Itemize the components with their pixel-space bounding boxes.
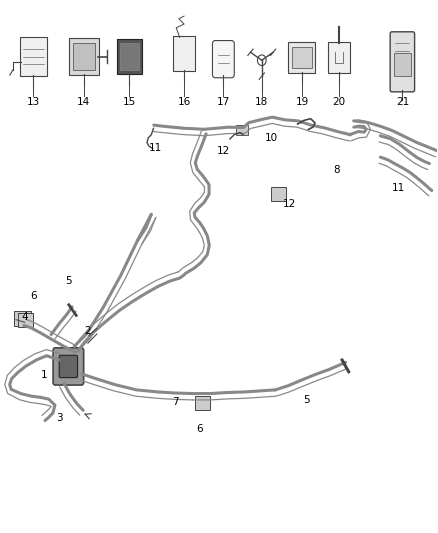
- Text: 1: 1: [41, 370, 48, 381]
- Text: 16: 16: [177, 96, 191, 107]
- Text: 17: 17: [217, 96, 230, 107]
- FancyBboxPatch shape: [292, 47, 311, 68]
- FancyBboxPatch shape: [288, 42, 315, 73]
- Text: 12: 12: [283, 199, 297, 209]
- Text: 11: 11: [392, 183, 405, 193]
- FancyBboxPatch shape: [173, 36, 195, 71]
- FancyBboxPatch shape: [20, 37, 47, 76]
- FancyBboxPatch shape: [328, 42, 350, 73]
- Text: 5: 5: [65, 276, 72, 286]
- FancyBboxPatch shape: [117, 39, 142, 74]
- Text: 20: 20: [332, 96, 346, 107]
- FancyBboxPatch shape: [120, 43, 139, 70]
- FancyBboxPatch shape: [195, 396, 210, 410]
- FancyBboxPatch shape: [18, 313, 33, 327]
- Text: 11: 11: [149, 143, 162, 154]
- Text: 18: 18: [255, 96, 268, 107]
- Text: 3: 3: [57, 413, 63, 423]
- Text: 6: 6: [196, 424, 203, 434]
- Text: 6: 6: [30, 291, 37, 301]
- FancyBboxPatch shape: [14, 311, 31, 326]
- FancyBboxPatch shape: [59, 356, 78, 377]
- Text: 5: 5: [303, 395, 310, 406]
- Text: 7: 7: [172, 397, 179, 407]
- Text: 10: 10: [265, 133, 278, 143]
- FancyBboxPatch shape: [272, 187, 286, 201]
- Text: 19: 19: [295, 96, 309, 107]
- Text: 4: 4: [21, 312, 28, 322]
- FancyBboxPatch shape: [53, 348, 84, 385]
- Text: 12: 12: [217, 146, 230, 156]
- Text: 15: 15: [123, 96, 136, 107]
- Text: 21: 21: [396, 96, 409, 107]
- FancyBboxPatch shape: [212, 41, 234, 78]
- FancyBboxPatch shape: [390, 32, 415, 92]
- FancyBboxPatch shape: [69, 38, 99, 75]
- Text: 8: 8: [334, 165, 340, 175]
- Text: 14: 14: [77, 96, 90, 107]
- Text: 13: 13: [27, 96, 40, 107]
- FancyBboxPatch shape: [73, 43, 95, 70]
- FancyBboxPatch shape: [236, 125, 248, 135]
- FancyBboxPatch shape: [394, 53, 411, 76]
- Text: 2: 2: [85, 326, 92, 336]
